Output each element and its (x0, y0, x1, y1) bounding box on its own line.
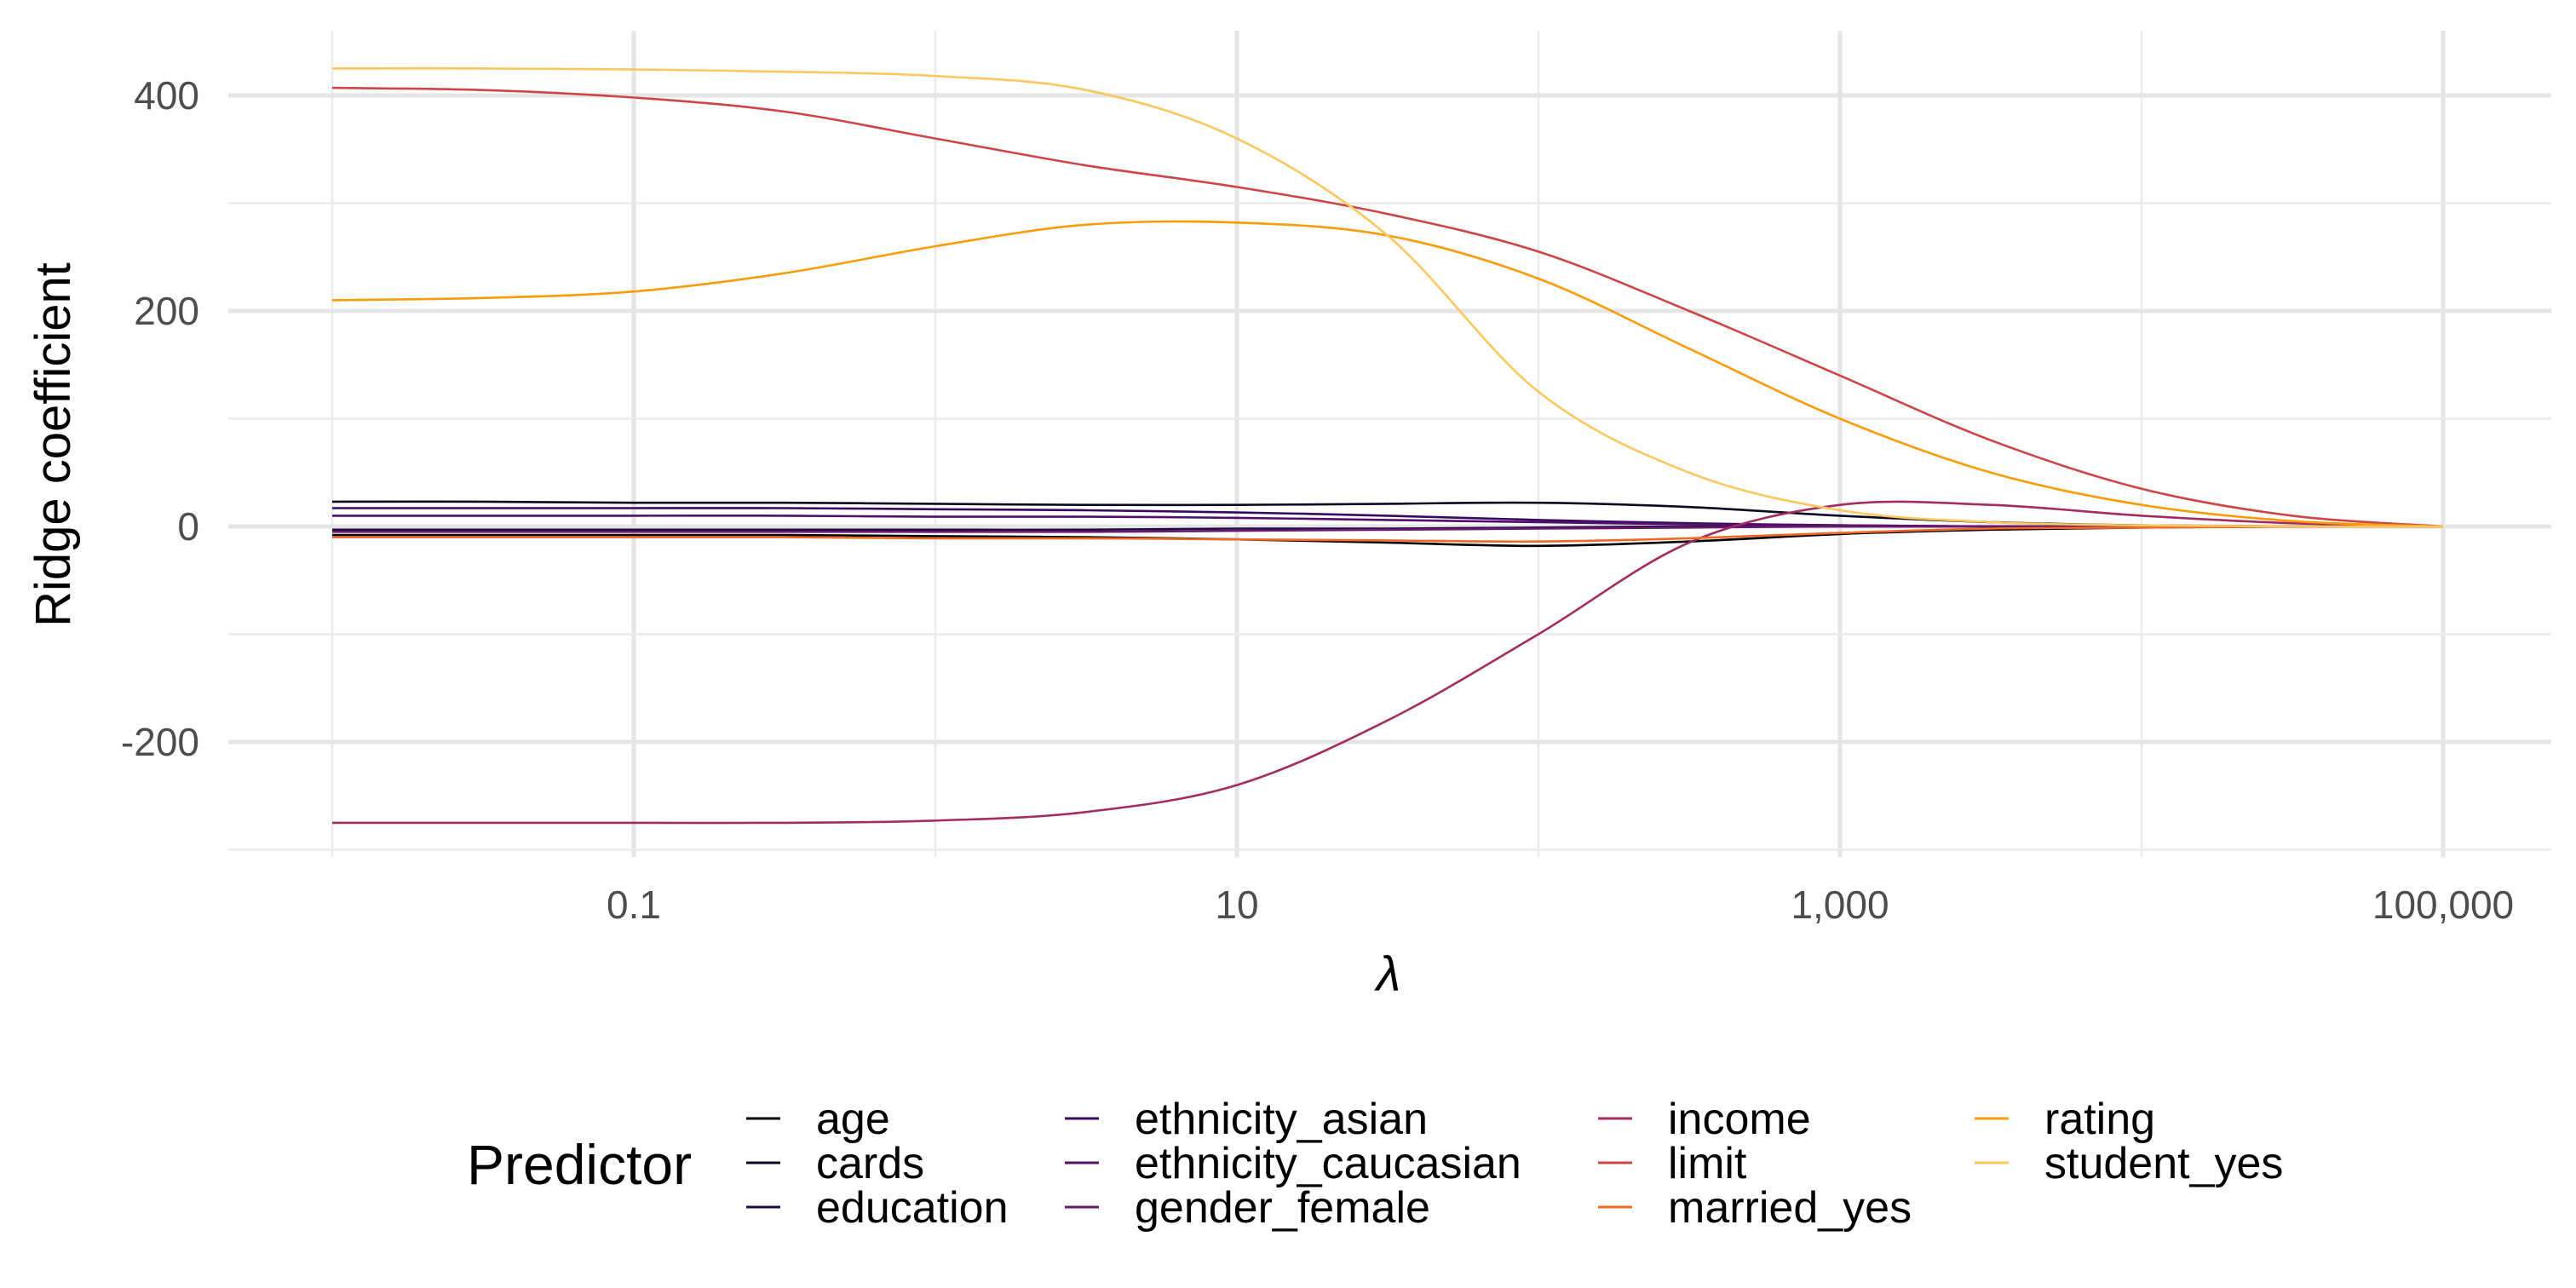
legend-item-cards: cards (746, 1139, 924, 1188)
legend-item-education: education (746, 1183, 1009, 1233)
legend-label: ethnicity_caucasian (1135, 1139, 1521, 1188)
y-tick-labels: 400 200 0 -200 (121, 73, 199, 764)
x-tick-label: 10 (1215, 883, 1258, 927)
series-line-rating (331, 220, 2444, 528)
y-tick-label: -200 (121, 720, 199, 764)
x-tick-labels: 0.1 10 1,000 100,000 (607, 883, 2514, 927)
legend-item-limit: limit (1598, 1139, 1747, 1188)
series-lines (331, 67, 2444, 825)
x-tick-label: 1,000 (1791, 883, 1889, 927)
legend-title: Predictor (467, 1133, 692, 1196)
legend-item-ethnicity-asian: ethnicity_asian (1065, 1095, 1428, 1144)
series-line-student-yes (331, 67, 2444, 528)
grid (228, 31, 2551, 857)
legend-item-income: income (1598, 1095, 1811, 1144)
legend-label: ethnicity_asian (1135, 1095, 1428, 1144)
legend-label: rating (2044, 1095, 2155, 1144)
legend-item-ethnicity-caucasian: ethnicity_caucasian (1065, 1139, 1521, 1188)
legend-item-rating: rating (1975, 1095, 2155, 1144)
legend-item-student-yes: student_yes (1975, 1139, 2283, 1188)
series-line-gender-female (332, 525, 2443, 533)
legend-label: student_yes (2044, 1139, 2283, 1188)
x-tick-label: 100,000 (2372, 883, 2514, 927)
series-line-ethnicity-asian (332, 507, 2443, 528)
legend-label: limit (1668, 1139, 1747, 1188)
legend-item-age: age (746, 1095, 890, 1144)
legend-label: married_yes (1668, 1183, 1912, 1233)
legend-label: gender_female (1135, 1183, 1430, 1233)
y-axis-title: Ridge coefficient (26, 262, 81, 627)
legend-label: income (1668, 1095, 1811, 1144)
legend-item-gender-female: gender_female (1065, 1183, 1430, 1233)
series-line-married-yes (332, 525, 2444, 543)
y-tick-label: 200 (134, 289, 199, 333)
series-line-limit (331, 86, 2444, 528)
y-tick-label: 0 (177, 504, 199, 549)
legend-label: age (816, 1095, 890, 1144)
legend-label: cards (816, 1139, 924, 1188)
legend-item-married-yes: married_yes (1598, 1183, 1912, 1233)
y-tick-label: 400 (134, 73, 199, 118)
series-line-income (332, 500, 2444, 825)
x-axis-title: λ (1374, 946, 1401, 1002)
x-tick-label: 0.1 (607, 883, 661, 927)
legend-label: education (816, 1183, 1009, 1233)
